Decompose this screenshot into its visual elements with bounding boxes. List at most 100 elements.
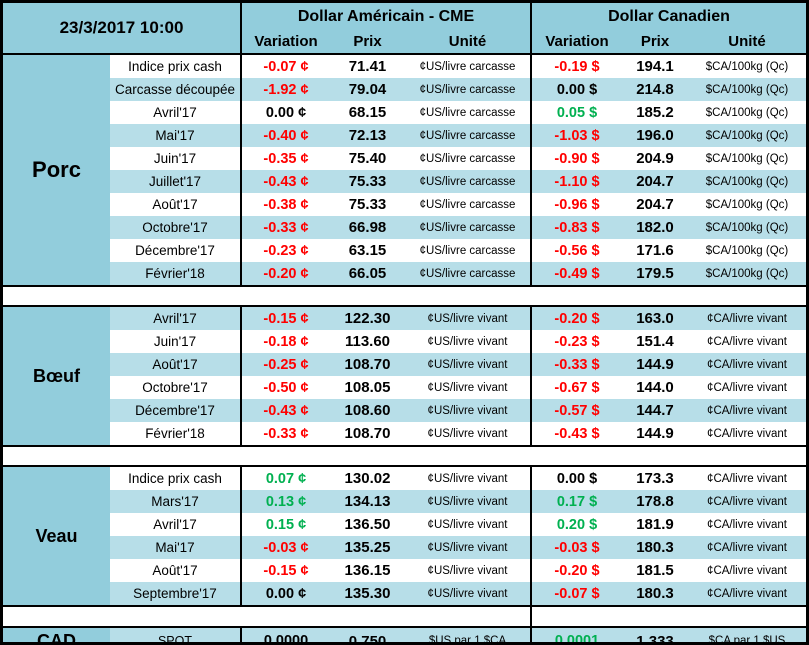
us-prix: 108.60 — [330, 399, 405, 422]
cad-us-variation: 0.0000 — [240, 628, 330, 642]
row-label: Août'17 — [152, 563, 198, 578]
us-unite: ¢US/livre carcasse — [405, 170, 530, 193]
sections-container: Porc Indice prix cash -0.07 ¢ 71.41 ¢US/livr… — [3, 55, 806, 607]
ca-unite-col-header: Unité — [688, 30, 806, 53]
ca-variation: -0.56 $ — [530, 239, 622, 262]
ca-prix: 182.0 — [622, 216, 688, 239]
ca-prix: 204.9 — [636, 150, 674, 167]
row-label: Juillet'17 — [110, 170, 240, 193]
ca-variation: -0.49 $ — [530, 262, 622, 285]
us-variation: -0.20 ¢ — [240, 262, 330, 285]
section-bœuf: Bœuf Avril'17 -0.15 ¢ 122.30 ¢US/livre vivan… — [3, 307, 806, 447]
ca-variation: -0.03 $ — [530, 536, 622, 559]
us-variation: -0.33 ¢ — [240, 216, 330, 239]
ca-unite: ¢CA/livre vivant — [707, 518, 787, 531]
cad-ca-variation: 0.0001 — [530, 628, 622, 642]
ca-variation: -0.19 $ — [530, 55, 622, 78]
ca-unite: ¢CA/livre vivant — [707, 335, 787, 348]
ca-unite: ¢CA/livre vivant — [688, 307, 806, 330]
ca-unite: ¢CA/livre vivant — [688, 399, 806, 422]
ca-unite: ¢CA/livre vivant — [707, 472, 787, 485]
row-label: Février'18 — [110, 262, 240, 285]
section-label: Veau — [3, 467, 110, 605]
row-label: Septembre'17 — [110, 582, 240, 605]
ca-variation: -0.23 $ — [530, 330, 622, 353]
ca-dollar-header: Dollar Canadien — [530, 3, 806, 30]
us-variation: -0.35 ¢ — [240, 147, 330, 170]
us-unite: ¢US/livre vivant — [405, 490, 530, 513]
cad-ca-prix: 1.333 — [622, 628, 688, 642]
us-prix: 63.15 — [348, 242, 387, 259]
cad-row-label: SPOT — [110, 628, 240, 642]
ca-prix: 173.3 — [636, 470, 674, 487]
section-label: Bœuf — [3, 307, 110, 445]
us-prix: 136.50 — [344, 516, 391, 533]
table-header: 23/3/2017 10:00 Dollar Américain - CME D… — [3, 3, 806, 55]
us-prix: 135.30 — [330, 582, 405, 605]
ca-variation: -0.96 $ — [530, 193, 622, 216]
row-label: Avril'17 — [153, 105, 197, 120]
row-label: Indice prix cash — [128, 471, 222, 486]
ca-variation: 0.20 $ — [530, 513, 622, 536]
row-label: Décembre'17 — [135, 243, 215, 258]
ca-variation: -1.03 $ — [530, 124, 622, 147]
ca-prix: 151.4 — [636, 333, 674, 350]
us-unite: ¢US/livre carcasse — [419, 60, 516, 73]
us-variation: -0.33 ¢ — [240, 422, 330, 445]
us-prix: 66.98 — [330, 216, 405, 239]
us-prix: 108.05 — [344, 379, 391, 396]
us-prix-col-header: Prix — [330, 30, 405, 53]
us-unite: ¢US/livre vivant — [405, 353, 530, 376]
ca-prix: 204.7 — [622, 170, 688, 193]
us-variation: -0.43 ¢ — [240, 170, 330, 193]
us-prix: 72.13 — [330, 124, 405, 147]
us-unite: ¢US/livre carcasse — [419, 106, 516, 119]
us-prix: 75.40 — [348, 150, 387, 167]
ca-unite: ¢CA/livre vivant — [707, 427, 787, 440]
ca-prix: 144.0 — [636, 379, 674, 396]
ca-variation: -0.43 $ — [530, 422, 622, 445]
ca-prix: 180.3 — [622, 536, 688, 559]
ca-variation: -0.57 $ — [530, 399, 622, 422]
ca-prix: 178.8 — [622, 490, 688, 513]
section-separator — [3, 447, 806, 467]
ca-variation: -0.20 $ — [530, 559, 622, 582]
us-prix: 79.04 — [330, 78, 405, 101]
us-unite-col-header: Unité — [405, 30, 530, 53]
us-prix: 108.70 — [344, 425, 391, 442]
ca-prix: 179.5 — [622, 262, 688, 285]
ca-variation: -0.33 $ — [530, 353, 622, 376]
ca-unite: $CA/100kg (Qc) — [688, 216, 806, 239]
us-unite: ¢US/livre vivant — [427, 472, 508, 485]
us-variation: -0.50 ¢ — [240, 376, 330, 399]
ca-prix: 214.8 — [622, 78, 688, 101]
ca-unite: $CA/100kg (Qc) — [688, 262, 806, 285]
us-variation: -0.43 ¢ — [240, 399, 330, 422]
cad-section-label: CAD — [3, 628, 110, 642]
ca-unite: $CA/100kg (Qc) — [705, 106, 789, 119]
cad-us-unite: $US par 1 $CA — [405, 628, 530, 642]
ca-unite: $CA/100kg (Qc) — [688, 170, 806, 193]
ca-prix: 144.9 — [622, 353, 688, 376]
ca-unite: ¢CA/livre vivant — [688, 490, 806, 513]
us-prix: 136.15 — [344, 562, 391, 579]
us-variation: 0.13 ¢ — [240, 490, 330, 513]
us-prix: 122.30 — [330, 307, 405, 330]
us-variation: -0.15 ¢ — [240, 307, 330, 330]
ca-unite: $CA/100kg (Qc) — [705, 198, 789, 211]
us-unite: ¢US/livre carcasse — [419, 244, 516, 257]
us-unite: ¢US/livre vivant — [405, 307, 530, 330]
us-variation: -0.18 ¢ — [240, 330, 330, 353]
row-label: Juin'17 — [153, 334, 197, 349]
us-prix: 108.70 — [330, 353, 405, 376]
ca-variation: -1.10 $ — [530, 170, 622, 193]
us-variation: -0.07 ¢ — [240, 55, 330, 78]
ca-variation: -0.67 $ — [530, 376, 622, 399]
us-unite: ¢US/livre vivant — [405, 536, 530, 559]
row-label: Octobre'17 — [110, 216, 240, 239]
ca-variation: 0.17 $ — [530, 490, 622, 513]
ca-prix-col-header: Prix — [622, 30, 688, 53]
ca-prix: 181.5 — [636, 562, 674, 579]
row-label: Février'18 — [145, 426, 205, 441]
